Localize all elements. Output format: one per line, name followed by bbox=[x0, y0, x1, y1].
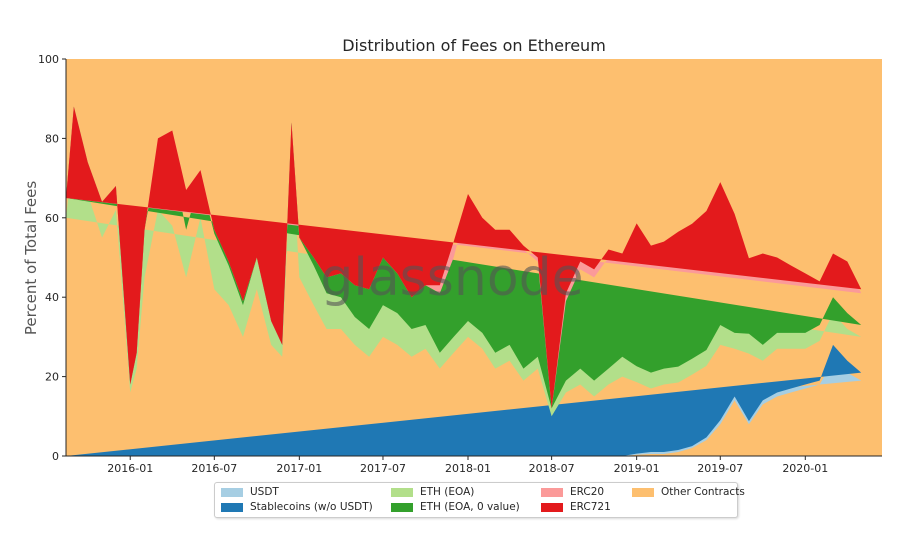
area-series-group bbox=[66, 59, 882, 456]
x-tick-label: 2017-01 bbox=[276, 462, 322, 475]
legend-swatch bbox=[221, 487, 243, 497]
legend-swatch bbox=[632, 487, 654, 497]
legend-swatch bbox=[221, 502, 243, 512]
x-tick-label: 2018-07 bbox=[529, 462, 575, 475]
legend-swatch bbox=[391, 487, 413, 497]
legend-item-stablecoins-w-o-usdt: Stablecoins (w/o USDT) bbox=[221, 501, 373, 513]
legend-label: ETH (EOA, 0 value) bbox=[420, 501, 520, 513]
y-tick-label: 20 bbox=[45, 371, 59, 384]
x-tick-label: 2019-07 bbox=[697, 462, 743, 475]
x-tick-label: 2017-07 bbox=[360, 462, 406, 475]
y-tick-label: 80 bbox=[45, 132, 59, 145]
legend-swatch bbox=[391, 502, 413, 512]
legend-swatch bbox=[541, 487, 563, 497]
legend-label: USDT bbox=[250, 486, 279, 498]
legend-label: ERC20 bbox=[570, 486, 605, 498]
x-tick-label: 2016-07 bbox=[191, 462, 237, 475]
y-tick-label: 40 bbox=[45, 291, 59, 304]
x-tick-label: 2020-01 bbox=[782, 462, 828, 475]
watermark-text: glassnode bbox=[320, 248, 583, 308]
area-stablecoins-w-o-usdt bbox=[66, 344, 862, 456]
legend-item-erc721: ERC721 bbox=[541, 501, 611, 513]
legend-item-usdt: USDT bbox=[221, 486, 279, 498]
y-axis-label: Percent of Total Fees bbox=[22, 181, 40, 335]
legend: USDT ETH (EOA) ERC20 Other Contracts Stablec… bbox=[214, 482, 745, 518]
y-tick-label: 0 bbox=[52, 450, 59, 463]
legend-item-other-contracts: Other Contracts bbox=[632, 486, 745, 498]
x-tick-label: 2016-01 bbox=[107, 462, 153, 475]
chart-title: Distribution of Fees on Ethereum bbox=[342, 36, 606, 55]
legend-label: ERC721 bbox=[570, 501, 611, 513]
axes-group: 0 20 40 60 80 100 2016-01 2016-07 2017-01 2017-07… bbox=[38, 53, 882, 475]
x-tick-label: 2019-01 bbox=[614, 462, 660, 475]
y-tick-label: 60 bbox=[45, 212, 59, 225]
legend-item-eth-eoa-0-value: ETH (EOA, 0 value) bbox=[391, 501, 520, 513]
y-tick-label: 100 bbox=[38, 53, 59, 66]
legend-item-erc20: ERC20 bbox=[541, 486, 604, 498]
area-erc721 bbox=[66, 106, 862, 409]
x-tick-label: 2018-01 bbox=[445, 462, 491, 475]
area-eth-eoa-0-value bbox=[66, 106, 862, 409]
legend-swatch bbox=[541, 502, 563, 512]
legend-label: Stablecoins (w/o USDT) bbox=[250, 501, 373, 513]
legend-label: Other Contracts bbox=[661, 486, 745, 498]
legend-label: ETH (EOA) bbox=[420, 486, 475, 498]
legend-item-eth-eoa: ETH (EOA) bbox=[391, 486, 474, 498]
